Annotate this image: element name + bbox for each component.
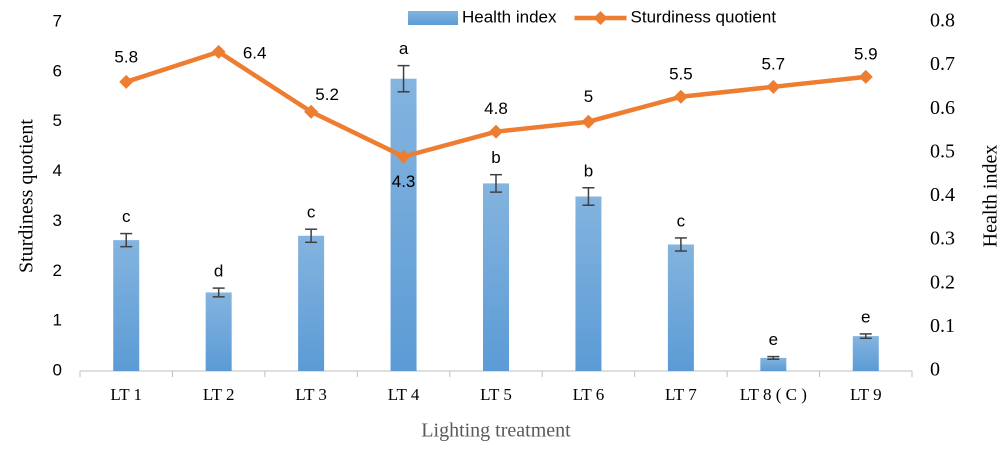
x-axis-title: Lighting treatment <box>421 420 571 442</box>
y2-tick-label: 0.6 <box>930 97 955 119</box>
x-tick-label: LT 2 <box>203 385 235 404</box>
data-label: 5.9 <box>854 44 878 63</box>
error-bar <box>767 355 780 360</box>
legend-label: Sturdiness quotient <box>631 7 777 26</box>
significance-label: b <box>584 161 593 180</box>
x-tick-label: LT 3 <box>295 385 327 404</box>
significance-label: b <box>491 148 500 167</box>
x-tick-label: LT 1 <box>110 385 142 404</box>
line-marker <box>119 74 134 89</box>
error-bar <box>859 333 872 340</box>
data-label: 5 <box>584 87 593 106</box>
significance-label: a <box>399 39 409 58</box>
data-label: 4.8 <box>484 99 508 118</box>
line-marker <box>673 89 688 104</box>
legend-swatch <box>408 11 458 25</box>
y2-tick-label: 0.2 <box>930 271 955 293</box>
line-marker <box>489 124 503 139</box>
data-label: 5.5 <box>669 64 693 83</box>
bar <box>390 78 417 372</box>
significance-label: c <box>122 207 131 226</box>
y2-tick-label: 0.7 <box>930 53 955 75</box>
error-bar <box>674 237 687 252</box>
y-axis-title: Sturdiness quotient <box>16 119 38 273</box>
bar <box>575 196 602 371</box>
error-bar <box>582 187 595 206</box>
error-bar <box>305 228 318 244</box>
data-label: 5.8 <box>114 47 138 66</box>
y-tick-label: 3 <box>53 211 62 230</box>
y2-tick-label: 0.8 <box>930 10 955 32</box>
data-label: 5.7 <box>762 54 786 73</box>
error-bar <box>212 287 225 298</box>
y-tick-label: 4 <box>53 161 62 180</box>
x-tick-label: LT 5 <box>480 385 512 404</box>
y2-tick-label: 0 <box>930 359 940 381</box>
bar <box>760 357 787 371</box>
y-tick-label: 1 <box>53 311 62 330</box>
error-bar <box>490 173 502 193</box>
line-marker <box>581 114 596 129</box>
y-tick-label: 7 <box>53 11 62 30</box>
x-tick-label: LT 4 <box>388 385 420 404</box>
y2-tick-label: 0.1 <box>930 315 955 337</box>
x-tick-label: LT 6 <box>573 385 605 404</box>
line-marker <box>211 44 226 59</box>
y-tick-label: 5 <box>53 111 62 130</box>
significance-label: c <box>677 211 686 230</box>
x-tick-label: LT 8 ( C ) <box>740 385 807 404</box>
y2-axis-title: Health index <box>980 145 1002 248</box>
y2-tick-label: 0.4 <box>930 184 955 206</box>
x-tick-label: LT 7 <box>665 385 697 404</box>
bar <box>667 244 694 371</box>
error-bar <box>397 64 410 93</box>
line-marker <box>858 69 873 84</box>
y2-tick-label: 0.3 <box>930 228 955 250</box>
error-bar <box>120 232 133 248</box>
data-label: 5.2 <box>315 85 339 104</box>
significance-label: c <box>307 203 316 222</box>
legend-marker <box>593 11 608 25</box>
significance-label: e <box>769 330 778 349</box>
data-label: 4.3 <box>392 172 416 191</box>
significance-label: e <box>861 307 870 326</box>
legend-label: Health index <box>462 7 557 26</box>
line-marker <box>304 104 319 119</box>
significance-label: d <box>214 262 223 281</box>
bar <box>113 240 140 371</box>
y-tick-label: 2 <box>53 261 62 280</box>
line-marker <box>766 79 781 94</box>
y2-tick-label: 0.5 <box>930 140 955 162</box>
bar <box>298 235 325 371</box>
y-tick-label: 6 <box>53 61 62 80</box>
y-tick-label: 0 <box>53 360 62 379</box>
bar <box>852 336 879 371</box>
line-marker <box>396 149 411 164</box>
bar <box>483 183 509 371</box>
bar <box>205 292 232 371</box>
x-tick-label: LT 9 <box>850 385 882 404</box>
data-label: 6.4 <box>243 43 267 62</box>
